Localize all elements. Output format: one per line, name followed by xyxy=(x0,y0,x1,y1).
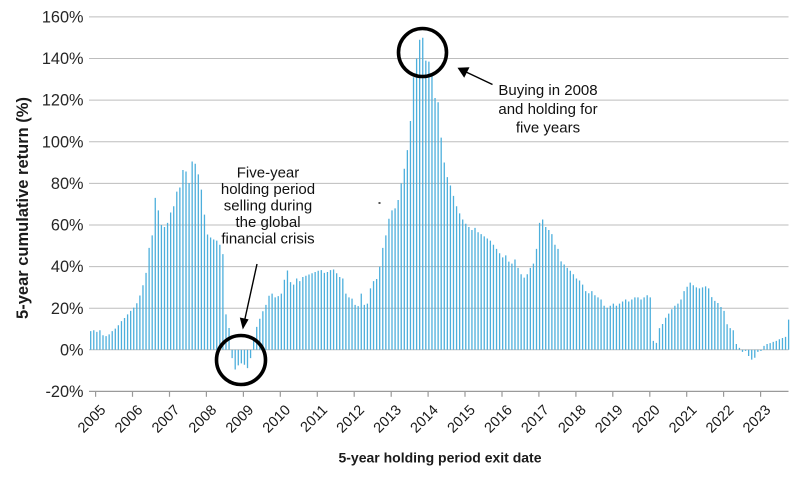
svg-text:60%: 60% xyxy=(51,217,84,235)
svg-text:140%: 140% xyxy=(42,50,84,68)
svg-text:160%: 160% xyxy=(42,9,84,27)
svg-text:5-year holding period exit dat: 5-year holding period exit date xyxy=(338,450,541,466)
svg-text:financial crisis: financial crisis xyxy=(221,231,314,248)
svg-text:120%: 120% xyxy=(42,92,84,110)
svg-text:five years: five years xyxy=(516,120,580,137)
svg-text:and holding for: and holding for xyxy=(498,101,597,118)
svg-text:Five-year: Five-year xyxy=(237,165,300,182)
svg-text:-20%: -20% xyxy=(45,383,83,401)
svg-text:100%: 100% xyxy=(42,133,84,151)
svg-text:80%: 80% xyxy=(51,175,84,193)
svg-text:selling during: selling during xyxy=(224,198,312,215)
svg-text:20%: 20% xyxy=(51,300,84,318)
svg-text:5-year cumulative return (%): 5-year cumulative return (%) xyxy=(14,97,32,319)
svg-text:holding period: holding period xyxy=(221,181,315,198)
svg-text:the global: the global xyxy=(235,214,300,231)
svg-text:40%: 40% xyxy=(51,258,84,276)
svg-text:Buying in 2008: Buying in 2008 xyxy=(498,82,597,99)
svg-text:0%: 0% xyxy=(60,341,84,359)
